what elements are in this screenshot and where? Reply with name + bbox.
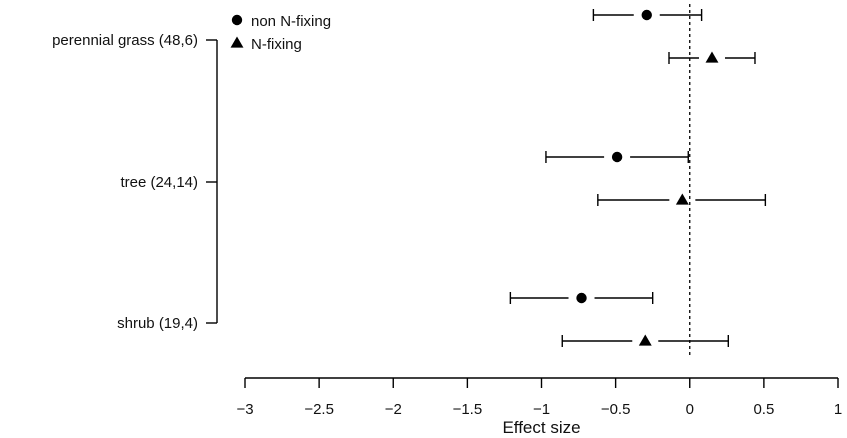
legend-marker-0 xyxy=(231,14,243,26)
x-tick-label-0: −3 xyxy=(236,401,253,418)
series-1-cat-1-point xyxy=(675,193,689,205)
legend-label-0: non N-fixing xyxy=(251,13,331,30)
y-tick-label-2: shrub (19,4) xyxy=(117,315,198,332)
x-tick-label-4: −1 xyxy=(533,401,550,418)
series-0-cat-0-point xyxy=(641,9,652,21)
x-tick-label-8: 1 xyxy=(834,401,842,418)
y-tick-label-1: tree (24,14) xyxy=(120,174,198,191)
x-tick-label-3: −1.5 xyxy=(453,401,483,418)
x-tick-label-1: −2.5 xyxy=(304,401,334,418)
series-1-cat-2-point xyxy=(638,334,652,346)
series-1-cat-0-point xyxy=(705,51,719,63)
legend-label-1: N-fixing xyxy=(251,36,302,53)
x-tick-label-2: −2 xyxy=(385,401,402,418)
series-0-cat-2-point xyxy=(576,292,587,304)
legend-marker-1 xyxy=(230,36,244,48)
x-axis-label: Effect size xyxy=(502,418,580,437)
x-tick-label-6: 0 xyxy=(686,401,694,418)
x-tick-label-7: 0.5 xyxy=(753,401,774,418)
series-0-cat-1-point xyxy=(611,151,623,163)
x-tick-label-5: −0.5 xyxy=(601,401,631,418)
y-tick-label-0: perennial grass (48,6) xyxy=(52,32,198,49)
